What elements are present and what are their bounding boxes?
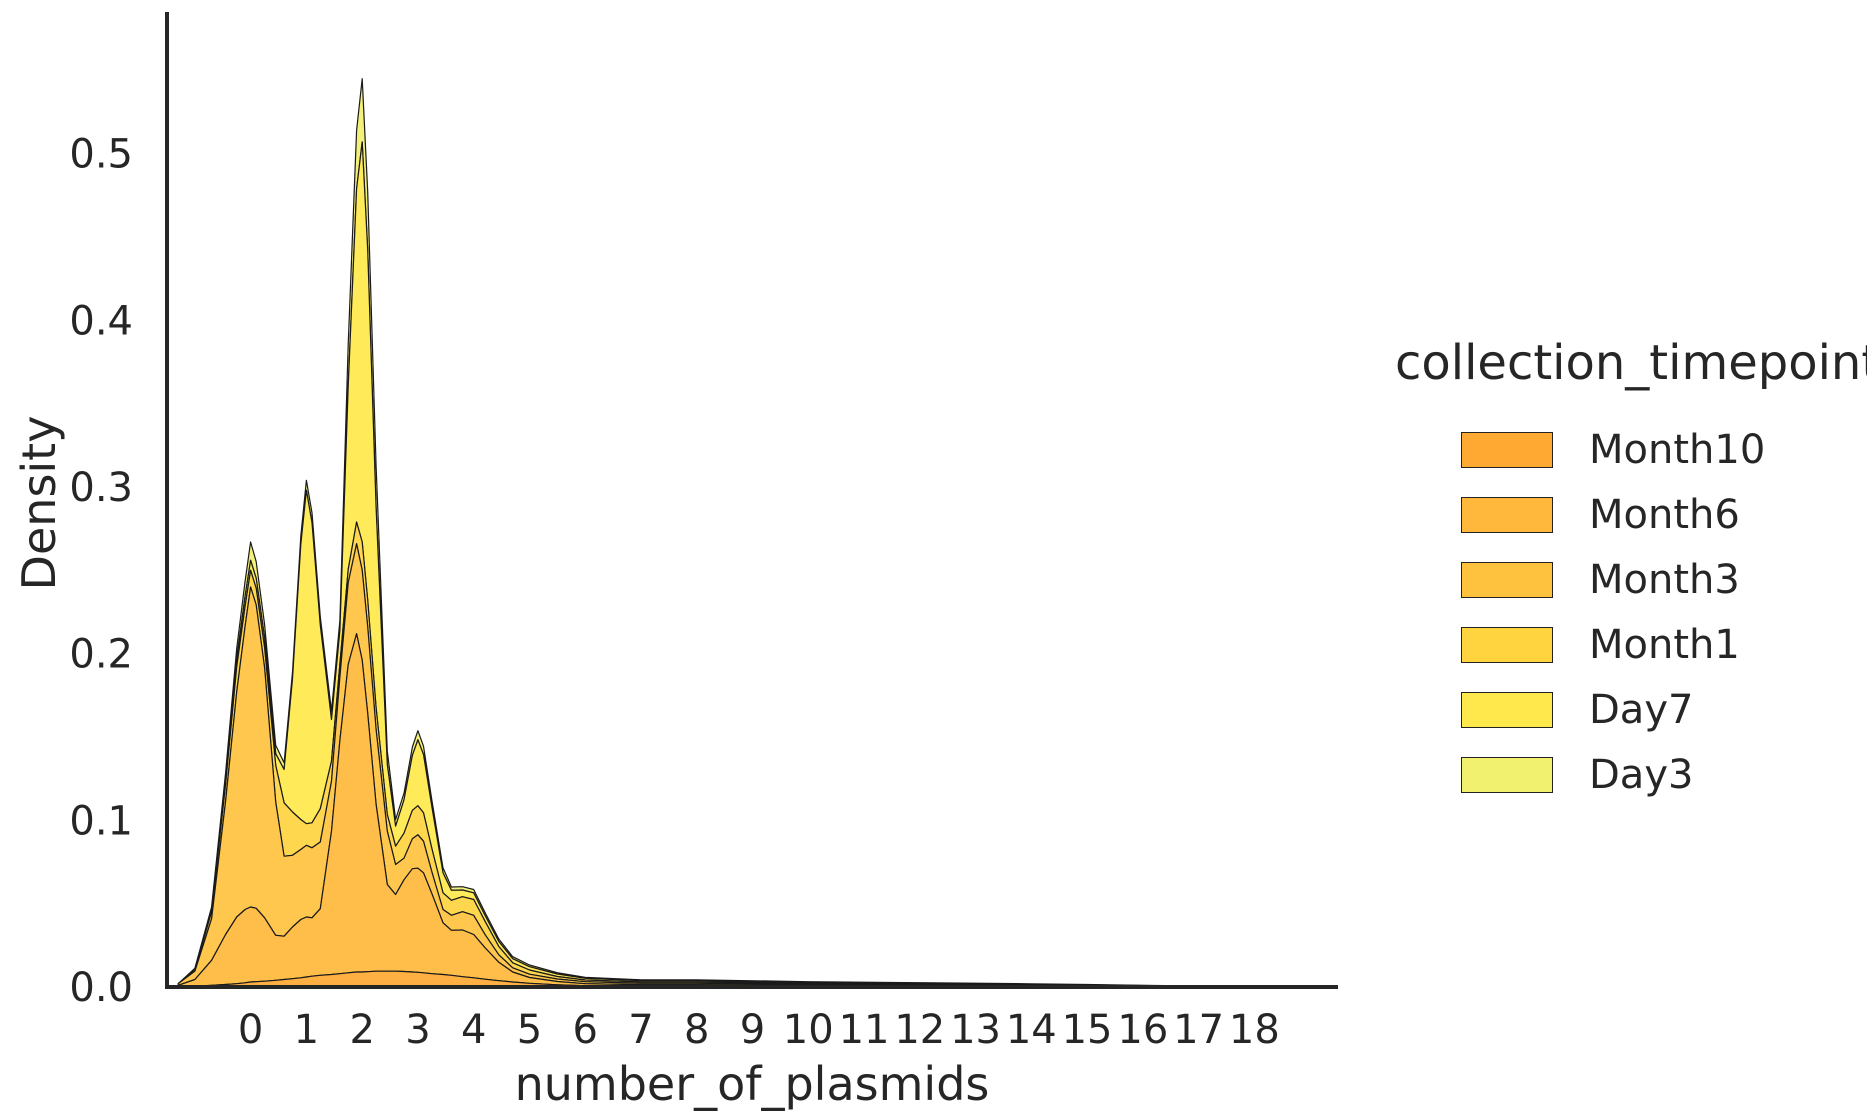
legend-label: Day3	[1589, 751, 1694, 798]
x-tick-label: 9	[740, 1007, 765, 1053]
y-axis-label: Density	[12, 416, 66, 591]
x-tick-label: 11	[839, 1007, 890, 1053]
x-axis-label: number_of_plasmids	[515, 1057, 990, 1111]
x-tick-label: 10	[783, 1007, 834, 1053]
legend-item-day3: Day3	[1395, 742, 1855, 807]
legend-swatch	[1461, 691, 1553, 728]
y-tick-label: 0.3	[69, 465, 133, 511]
x-tick-label: 2	[349, 1007, 374, 1053]
x-tick-label: 3	[405, 1007, 430, 1053]
legend-item-month1: Month1	[1395, 612, 1855, 677]
x-tick-label: 4	[461, 1007, 486, 1053]
x-tick-label: 12	[894, 1007, 945, 1053]
x-tick-label: 13	[950, 1007, 1001, 1053]
legend-label: Month1	[1589, 621, 1740, 668]
legend-item-month6: Month6	[1395, 482, 1855, 547]
x-tick-label: 7	[628, 1007, 653, 1053]
legend-item-month3: Month3	[1395, 547, 1855, 612]
legend-swatch	[1461, 626, 1553, 663]
legend-swatch	[1461, 431, 1553, 468]
legend-swatch	[1461, 756, 1553, 793]
y-tick-label: 0.0	[69, 965, 133, 1011]
legend-swatch	[1461, 561, 1553, 598]
x-tick-label: 16	[1117, 1007, 1168, 1053]
x-tick-label: 15	[1062, 1007, 1113, 1053]
x-tick-label: 14	[1006, 1007, 1057, 1053]
legend-item-month10: Month10	[1395, 417, 1855, 482]
stacked-areas	[177, 78, 1311, 988]
x-tick-label: 18	[1229, 1007, 1280, 1053]
legend-items: Month10 Month6 Month3 Month1 Day7 Day3	[1395, 417, 1855, 807]
x-tick-label: 1	[294, 1007, 319, 1053]
x-tick-label: 8	[684, 1007, 709, 1053]
x-axis-ticks: 0 1 2 3 4 5 6 7 8 9 10 11 12 13 14 15 16 17 18	[238, 1007, 1280, 1053]
legend-title: collection_timepoint	[1395, 335, 1867, 391]
y-tick-label: 0.5	[69, 132, 133, 178]
y-axis-ticks: 0.0 0.1 0.2 0.3 0.4 0.5	[69, 132, 133, 1011]
legend-label: Month6	[1589, 491, 1740, 538]
legend-label: Month10	[1589, 426, 1766, 473]
x-tick-label: 0	[238, 1007, 263, 1053]
y-tick-label: 0.2	[69, 632, 133, 678]
legend-label: Day7	[1589, 686, 1694, 733]
x-tick-label: 17	[1173, 1007, 1224, 1053]
x-tick-label: 5	[517, 1007, 542, 1053]
legend: collection_timepoint Month10 Month6 Month3…	[1395, 335, 1867, 807]
y-tick-label: 0.4	[69, 298, 133, 344]
y-tick-label: 0.1	[69, 798, 133, 844]
x-tick-label: 6	[572, 1007, 597, 1053]
area-month6	[177, 633, 1311, 988]
legend-swatch	[1461, 496, 1553, 533]
legend-label: Month3	[1589, 556, 1740, 603]
legend-item-day7: Day7	[1395, 677, 1855, 742]
